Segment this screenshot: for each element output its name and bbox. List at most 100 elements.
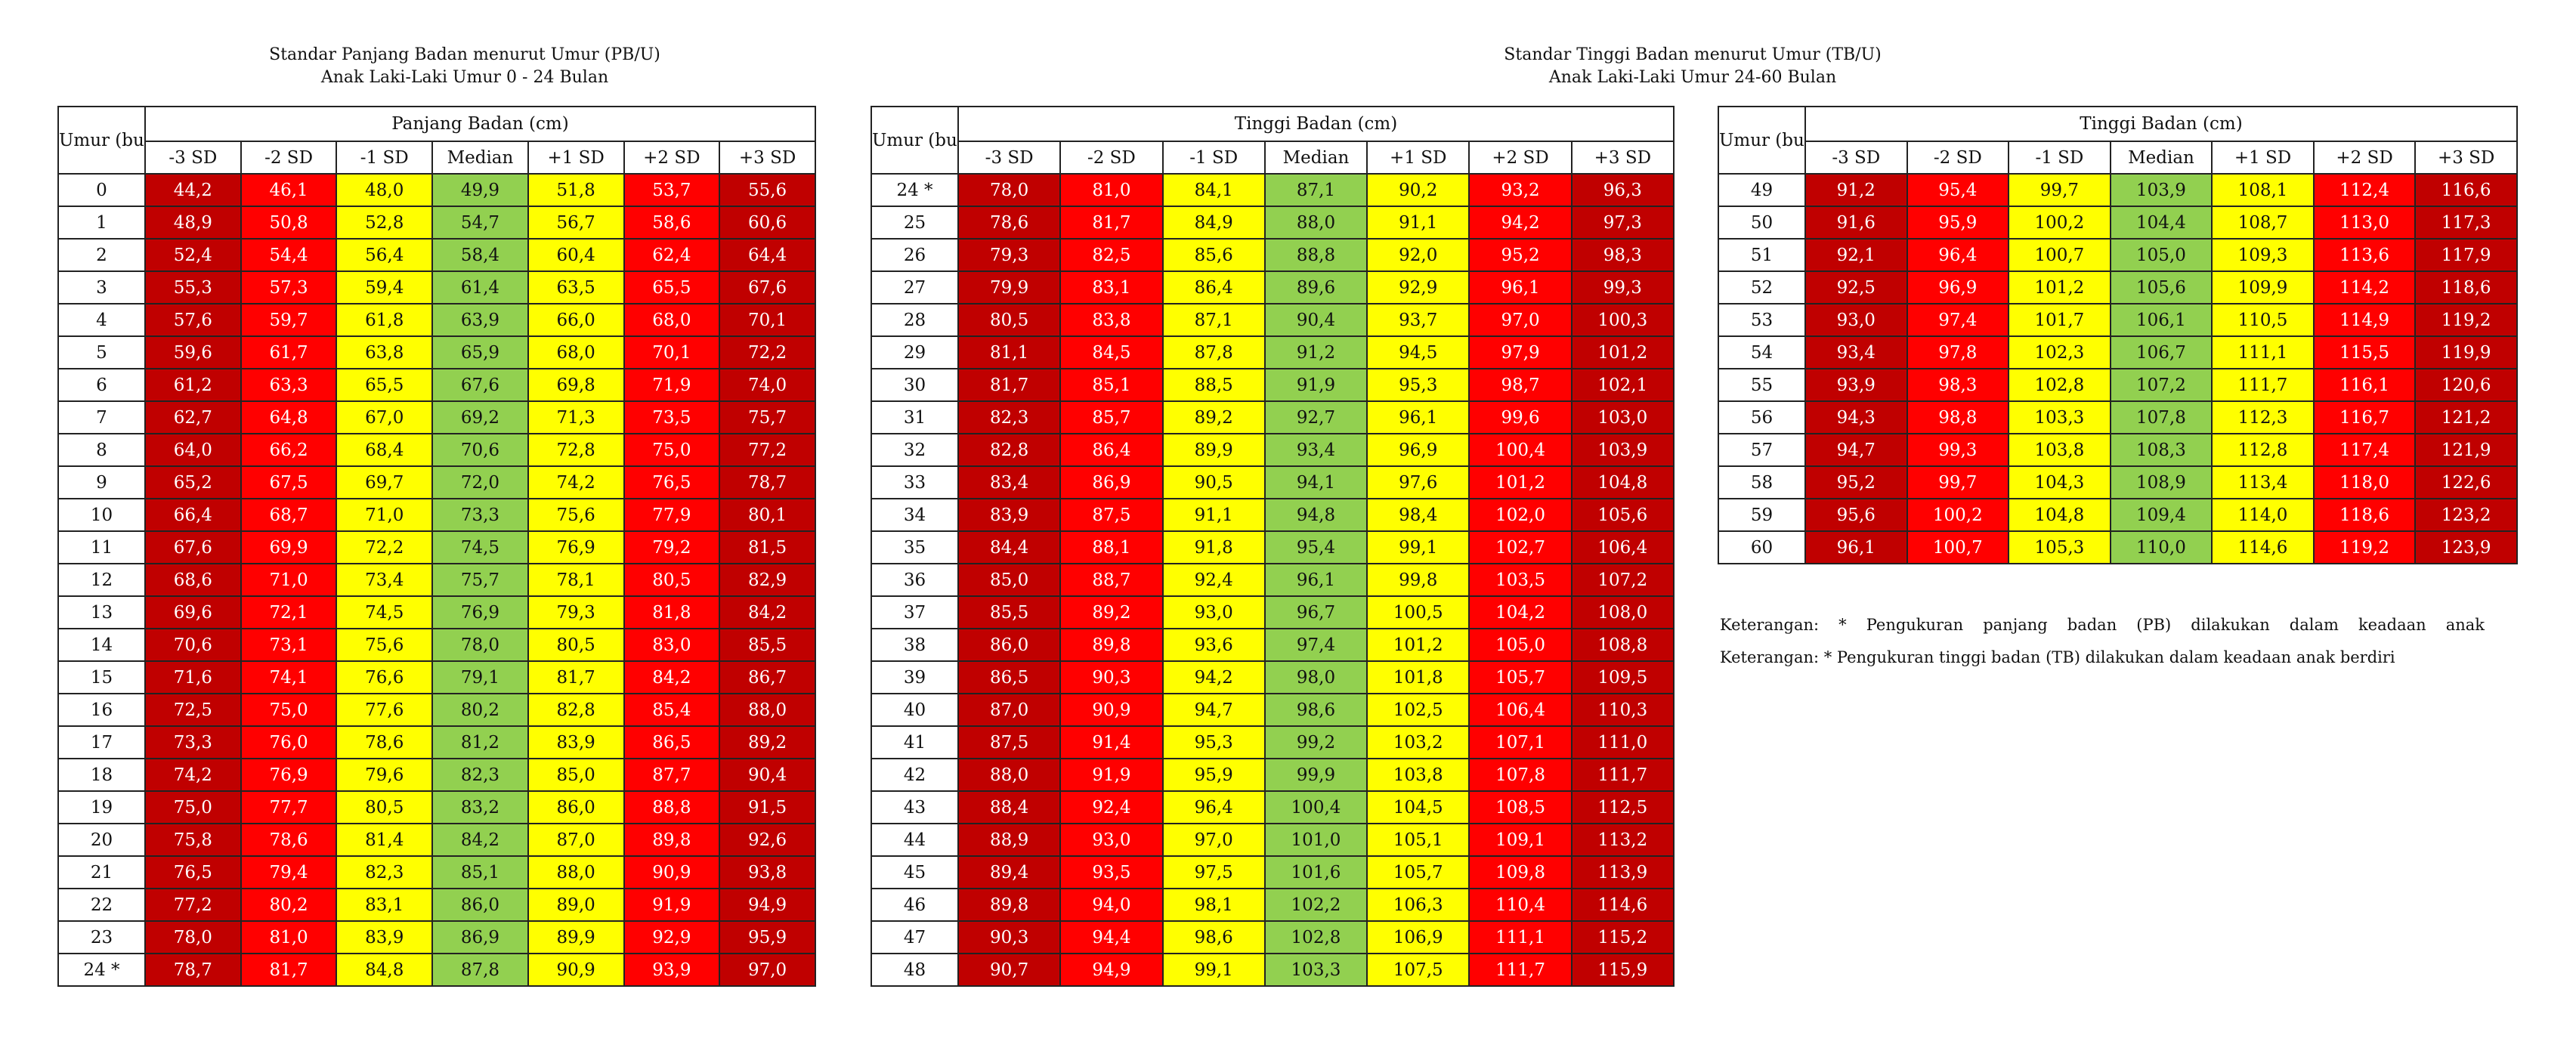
value-cell-minus1sd: 84,1 (1161, 173, 1266, 207)
value-cell-minus2sd: 54,4 (240, 238, 338, 272)
value-cell-minus1sd: 77,6 (336, 693, 434, 727)
value-cell-minus1sd: 94,2 (1161, 660, 1266, 694)
value-cell-plus3sd: 122,6 (2414, 465, 2518, 499)
age-cell: 57 (1718, 433, 1806, 467)
table-row: 9 65,2 67,5 69,7 72,0 74,2 76,5 78,7 (57, 465, 816, 499)
value-cell-plus2sd: 119,2 (2312, 530, 2417, 564)
value-cell-plus3sd: 86,7 (719, 660, 816, 694)
value-cell-median: 85,1 (431, 855, 529, 889)
table-row: 58 95,2 99,7 104,3 108,9 113,4 118,0 122,6 (1718, 465, 2518, 499)
table-row: 15 71,6 74,1 76,6 79,1 81,7 84,2 86,7 (57, 660, 816, 694)
table-row: 41 87,5 91,4 95,3 99,2 103,2 107,1 111,0 (871, 725, 1675, 759)
value-cell-plus1sd: 103,8 (1366, 758, 1470, 792)
table-row: 55 93,9 98,3 102,8 107,2 111,7 116,1 120,6 (1718, 368, 2518, 402)
value-cell-minus1sd: 63,8 (336, 335, 434, 369)
table-row: 48 90,7 94,9 99,1 103,3 107,5 111,7 115,9 (871, 953, 1675, 987)
value-cell-plus3sd: 97,3 (1570, 206, 1675, 240)
value-cell-plus2sd: 102,7 (1468, 530, 1573, 564)
value-cell-minus2sd: 97,4 (1906, 303, 2010, 337)
value-cell-minus3sd: 72,5 (144, 693, 242, 727)
table-row: 36 85,0 88,7 92,4 96,1 99,8 103,5 107,2 (871, 563, 1675, 597)
value-cell-minus1sd: 100,2 (2008, 206, 2111, 240)
value-cell-plus3sd: 88,0 (719, 693, 816, 727)
value-cell-minus1sd: 101,7 (2008, 303, 2111, 337)
value-cell-plus1sd: 92,0 (1366, 238, 1470, 272)
value-cell-plus2sd: 58,6 (623, 206, 721, 240)
value-cell-minus3sd: 96,1 (1804, 530, 1908, 564)
age-cell: 34 (871, 498, 959, 532)
value-cell-plus1sd: 72,8 (527, 433, 625, 467)
value-cell-median: 99,9 (1263, 758, 1368, 792)
value-cell-minus1sd: 91,1 (1161, 498, 1266, 532)
table-row: 6 61,2 63,3 65,5 67,6 69,8 71,9 74,0 (57, 368, 816, 402)
value-cell-plus1sd: 99,8 (1366, 563, 1470, 597)
value-cell-plus2sd: 118,6 (2312, 498, 2417, 532)
value-cell-minus2sd: 90,9 (1059, 693, 1164, 727)
age-cell: 55 (1718, 368, 1806, 402)
table-row: 30 81,7 85,1 88,5 91,9 95,3 98,7 102,1 (871, 368, 1675, 402)
age-cell: 46 (871, 888, 959, 922)
value-cell-plus2sd: 110,4 (1468, 888, 1573, 922)
value-cell-plus1sd: 78,1 (527, 563, 625, 597)
value-cell-median: 108,3 (2109, 433, 2213, 467)
table-row: 60 96,1 100,7 105,3 110,0 114,6 119,2 123,9 (1718, 530, 2518, 564)
sd-header-minus2sd: -2 SD (240, 141, 338, 175)
value-cell-plus3sd: 81,5 (719, 530, 816, 564)
value-cell-plus1sd: 86,0 (527, 790, 625, 824)
value-cell-minus2sd: 98,8 (1906, 400, 2010, 434)
age-cell: 3 (57, 270, 146, 304)
pbu-title-line1: Standar Panjang Badan menurut Umur (PB/U… (269, 45, 660, 64)
value-cell-median: 84,2 (431, 823, 529, 857)
value-cell-median: 96,7 (1263, 595, 1368, 629)
table-row: 27 79,9 83,1 86,4 89,6 92,9 96,1 99,3 (871, 270, 1675, 304)
value-cell-minus2sd: 83,8 (1059, 303, 1164, 337)
table-row: 35 84,4 88,1 91,8 95,4 99,1 102,7 106,4 (871, 530, 1675, 564)
value-cell-minus1sd: 67,0 (336, 400, 434, 434)
value-cell-plus3sd: 121,2 (2414, 400, 2518, 434)
value-cell-minus2sd: 66,2 (240, 433, 338, 467)
value-cell-plus2sd: 86,5 (623, 725, 721, 759)
value-cell-plus3sd: 96,3 (1570, 173, 1675, 207)
value-cell-minus1sd: 83,1 (336, 888, 434, 922)
value-cell-minus1sd: 71,0 (336, 498, 434, 532)
value-cell-minus3sd: 94,3 (1804, 400, 1908, 434)
value-cell-minus3sd: 76,5 (144, 855, 242, 889)
age-cell: 39 (871, 660, 959, 694)
value-cell-minus3sd: 86,5 (957, 660, 1062, 694)
value-cell-median: 96,1 (1263, 563, 1368, 597)
table-row: 20 75,8 78,6 81,4 84,2 87,0 89,8 92,6 (57, 823, 816, 857)
value-cell-minus3sd: 73,3 (144, 725, 242, 759)
value-cell-plus3sd: 104,8 (1570, 465, 1675, 499)
value-cell-plus3sd: 94,9 (719, 888, 816, 922)
value-cell-minus2sd: 94,0 (1059, 888, 1164, 922)
sd-header-minus3sd: -3 SD (144, 141, 242, 175)
value-cell-minus2sd: 89,8 (1059, 628, 1164, 662)
value-cell-median: 91,2 (1263, 335, 1368, 369)
value-cell-median: 99,2 (1263, 725, 1368, 759)
value-cell-plus3sd: 74,0 (719, 368, 816, 402)
table-row: 12 68,6 71,0 73,4 75,7 78,1 80,5 82,9 (57, 563, 816, 597)
table-row: 51 92,1 96,4 100,7 105,0 109,3 113,6 117,9 (1718, 238, 2518, 272)
value-cell-minus3sd: 87,5 (957, 725, 1062, 759)
value-cell-plus1sd: 71,3 (527, 400, 625, 434)
value-cell-minus3sd: 79,3 (957, 238, 1062, 272)
table-row: 3 55,3 57,3 59,4 61,4 63,5 65,5 67,6 (57, 270, 816, 304)
value-cell-plus1sd: 96,1 (1366, 400, 1470, 434)
value-cell-median: 72,0 (431, 465, 529, 499)
value-cell-minus2sd: 97,8 (1906, 335, 2010, 369)
value-cell-plus1sd: 110,5 (2211, 303, 2315, 337)
age-cell: 35 (871, 530, 959, 564)
age-cell: 48 (871, 953, 959, 987)
table-row: 50 91,6 95,9 100,2 104,4 108,7 113,0 117,3 (1718, 206, 2518, 240)
age-cell: 25 (871, 206, 959, 240)
sd-header-plus3sd: +3 SD (719, 141, 816, 175)
value-cell-minus3sd: 94,7 (1804, 433, 1908, 467)
value-cell-plus2sd: 75,0 (623, 433, 721, 467)
value-cell-minus3sd: 83,4 (957, 465, 1062, 499)
value-cell-median: 86,0 (431, 888, 529, 922)
value-cell-minus3sd: 82,3 (957, 400, 1062, 434)
value-cell-minus3sd: 78,0 (144, 920, 242, 954)
value-cell-plus3sd: 67,6 (719, 270, 816, 304)
value-cell-minus2sd: 98,3 (1906, 368, 2010, 402)
value-cell-median: 75,7 (431, 563, 529, 597)
